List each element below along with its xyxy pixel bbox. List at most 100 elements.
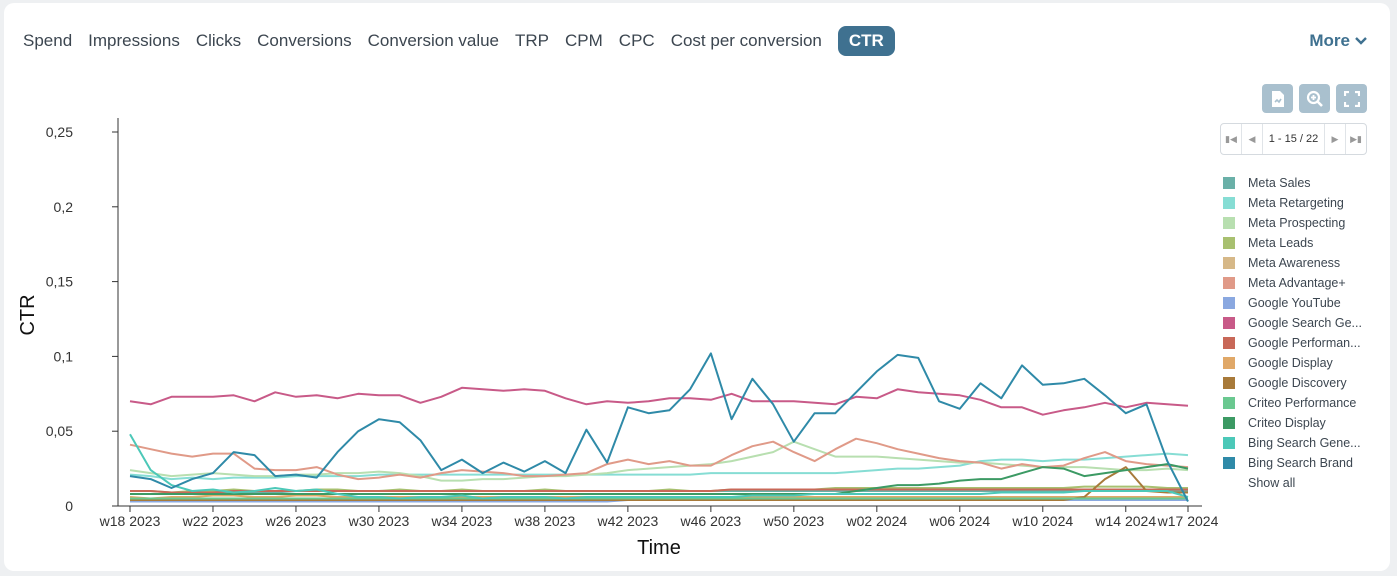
legend-label: Google Search Ge... bbox=[1248, 316, 1362, 330]
x-tick-label: w34 2023 bbox=[431, 513, 493, 529]
legend-swatch bbox=[1223, 297, 1235, 309]
y-tick-label: 0,25 bbox=[46, 124, 73, 140]
legend-swatch bbox=[1223, 217, 1235, 229]
first-page-button[interactable]: ▮◀ bbox=[1221, 124, 1242, 154]
legend-swatch bbox=[1223, 237, 1235, 249]
fullscreen-button[interactable] bbox=[1336, 84, 1367, 113]
legend-swatch bbox=[1223, 257, 1235, 269]
chart-card: Spend Impressions Clicks Conversions Con… bbox=[4, 3, 1390, 571]
x-tick-label: w50 2023 bbox=[762, 513, 824, 529]
legend-label: Google Discovery bbox=[1248, 376, 1347, 390]
zoom-button[interactable] bbox=[1299, 84, 1330, 113]
more-label: More bbox=[1309, 31, 1350, 50]
y-tick-label: 0,05 bbox=[46, 423, 73, 439]
x-tick-label: w38 2023 bbox=[514, 513, 576, 529]
tab-impressions[interactable]: Impressions bbox=[88, 31, 180, 50]
x-tick-label: w42 2023 bbox=[597, 513, 659, 529]
legend-item-meta-awareness[interactable]: Meta Awareness bbox=[1223, 253, 1368, 273]
tab-cost-per-conversion[interactable]: Cost per conversion bbox=[670, 31, 822, 50]
series-line-bing-search-brand bbox=[129, 352, 1189, 502]
legend-label: Meta Awareness bbox=[1248, 256, 1341, 270]
legend-item-criteo-performance[interactable]: Criteo Performance bbox=[1223, 393, 1368, 413]
tab-ctr[interactable]: CTR bbox=[837, 26, 895, 56]
y-tick-label: 0,2 bbox=[54, 199, 74, 215]
tab-conversions[interactable]: Conversions bbox=[257, 31, 352, 50]
legend-label: Google Display bbox=[1248, 356, 1333, 370]
series-line-criteo-display bbox=[130, 463, 1189, 495]
legend-label: Google YouTube bbox=[1248, 296, 1341, 310]
zoom-in-icon bbox=[1306, 90, 1323, 107]
legend-item-google-display[interactable]: Google Display bbox=[1223, 353, 1368, 373]
y-tick-label: 0,1 bbox=[54, 348, 74, 364]
x-tick-label: w18 2023 bbox=[99, 513, 161, 529]
x-axis-title: Time bbox=[637, 537, 681, 559]
pager-label: 1 - 15 / 22 bbox=[1268, 133, 1319, 145]
legend-swatch bbox=[1223, 197, 1235, 209]
legend-swatch bbox=[1223, 417, 1235, 429]
legend-label: Criteo Performance bbox=[1248, 396, 1357, 410]
legend-item-bing-search-gene[interactable]: Bing Search Gene... bbox=[1223, 433, 1368, 453]
legend-item-google-performan[interactable]: Google Performan... bbox=[1223, 333, 1368, 353]
legend-swatch bbox=[1223, 457, 1235, 469]
legend-swatch bbox=[1223, 177, 1235, 189]
legend-item-google-discovery[interactable]: Google Discovery bbox=[1223, 373, 1368, 393]
legend-pager: ▮◀ ◀ 1 - 15 / 22 ▶ ▶▮ bbox=[1220, 123, 1367, 155]
metric-tabs: Spend Impressions Clicks Conversions Con… bbox=[23, 26, 911, 56]
export-file-icon bbox=[1271, 90, 1284, 107]
legend-item-meta-retargeting[interactable]: Meta Retargeting bbox=[1223, 193, 1368, 213]
legend-item-meta-sales[interactable]: Meta Sales bbox=[1223, 173, 1368, 193]
y-axis-title: CTR bbox=[17, 294, 39, 335]
legend-item-criteo-display[interactable]: Criteo Display bbox=[1223, 413, 1368, 433]
legend-item-google-youtube[interactable]: Google YouTube bbox=[1223, 293, 1368, 313]
legend-label: Meta Prospecting bbox=[1248, 216, 1346, 230]
legend-label: Meta Sales bbox=[1248, 176, 1311, 190]
legend-swatch bbox=[1223, 337, 1235, 349]
tab-trp[interactable]: TRP bbox=[515, 31, 550, 50]
tab-spend[interactable]: Spend bbox=[23, 31, 73, 50]
x-tick-label: w26 2023 bbox=[265, 513, 327, 529]
legend-label: Bing Search Gene... bbox=[1248, 436, 1361, 450]
show-all-link[interactable]: Show all bbox=[1248, 476, 1296, 490]
y-tick-label: 0,15 bbox=[46, 274, 73, 290]
legend-swatch bbox=[1223, 377, 1235, 389]
legend-item-meta-advantage[interactable]: Meta Advantage+ bbox=[1223, 273, 1368, 293]
x-tick-label: w02 2024 bbox=[845, 513, 907, 529]
legend-label: Criteo Display bbox=[1248, 416, 1326, 430]
series-line-google-search-ge bbox=[129, 386, 1189, 416]
next-page-button[interactable]: ▶ bbox=[1324, 124, 1345, 154]
legend-swatch bbox=[1223, 357, 1235, 369]
prev-page-button[interactable]: ◀ bbox=[1242, 124, 1263, 154]
last-page-button[interactable]: ▶▮ bbox=[1345, 124, 1366, 154]
legend-label: Meta Advantage+ bbox=[1248, 276, 1346, 290]
export-button[interactable] bbox=[1262, 84, 1293, 113]
series-line-meta-prospecting bbox=[129, 440, 1189, 482]
chevron-down-icon bbox=[1355, 37, 1367, 45]
x-tick-label: w30 2023 bbox=[348, 513, 410, 529]
tab-cpm[interactable]: CPM bbox=[565, 31, 603, 50]
legend-label: Bing Search Brand bbox=[1248, 456, 1353, 470]
legend-item-bing-search-brand[interactable]: Bing Search Brand bbox=[1223, 453, 1368, 473]
legend-swatch bbox=[1223, 397, 1235, 409]
legend-swatch bbox=[1223, 277, 1235, 289]
chart-toolbar bbox=[1262, 84, 1367, 113]
x-tick-label: w06 2024 bbox=[928, 513, 990, 529]
more-dropdown[interactable]: More bbox=[1309, 26, 1368, 56]
legend-item-meta-prospecting[interactable]: Meta Prospecting bbox=[1223, 213, 1368, 233]
series-line-meta-advantage bbox=[129, 437, 1189, 481]
legend: Meta Sales Meta Retargeting Meta Prospecti… bbox=[1223, 173, 1368, 493]
fullscreen-icon bbox=[1343, 90, 1360, 107]
series-line-bing-search-gene bbox=[129, 433, 1189, 500]
legend-label: Meta Retargeting bbox=[1248, 196, 1344, 210]
legend-label: Meta Leads bbox=[1248, 236, 1314, 250]
x-tick-label: w14 2024 bbox=[1094, 513, 1156, 529]
x-tick-label: w46 2023 bbox=[680, 513, 742, 529]
legend-item-meta-leads[interactable]: Meta Leads bbox=[1223, 233, 1368, 253]
tab-cpc[interactable]: CPC bbox=[618, 31, 655, 50]
tab-conversion-value[interactable]: Conversion value bbox=[367, 31, 500, 50]
tab-clicks[interactable]: Clicks bbox=[195, 31, 242, 50]
legend-swatch bbox=[1223, 437, 1235, 449]
x-tick-label: w17 2024 bbox=[1157, 513, 1219, 529]
legend-item-google-search-ge[interactable]: Google Search Ge... bbox=[1223, 313, 1368, 333]
x-tick-label: w10 2024 bbox=[1011, 513, 1073, 529]
legend-swatch bbox=[1223, 317, 1235, 329]
